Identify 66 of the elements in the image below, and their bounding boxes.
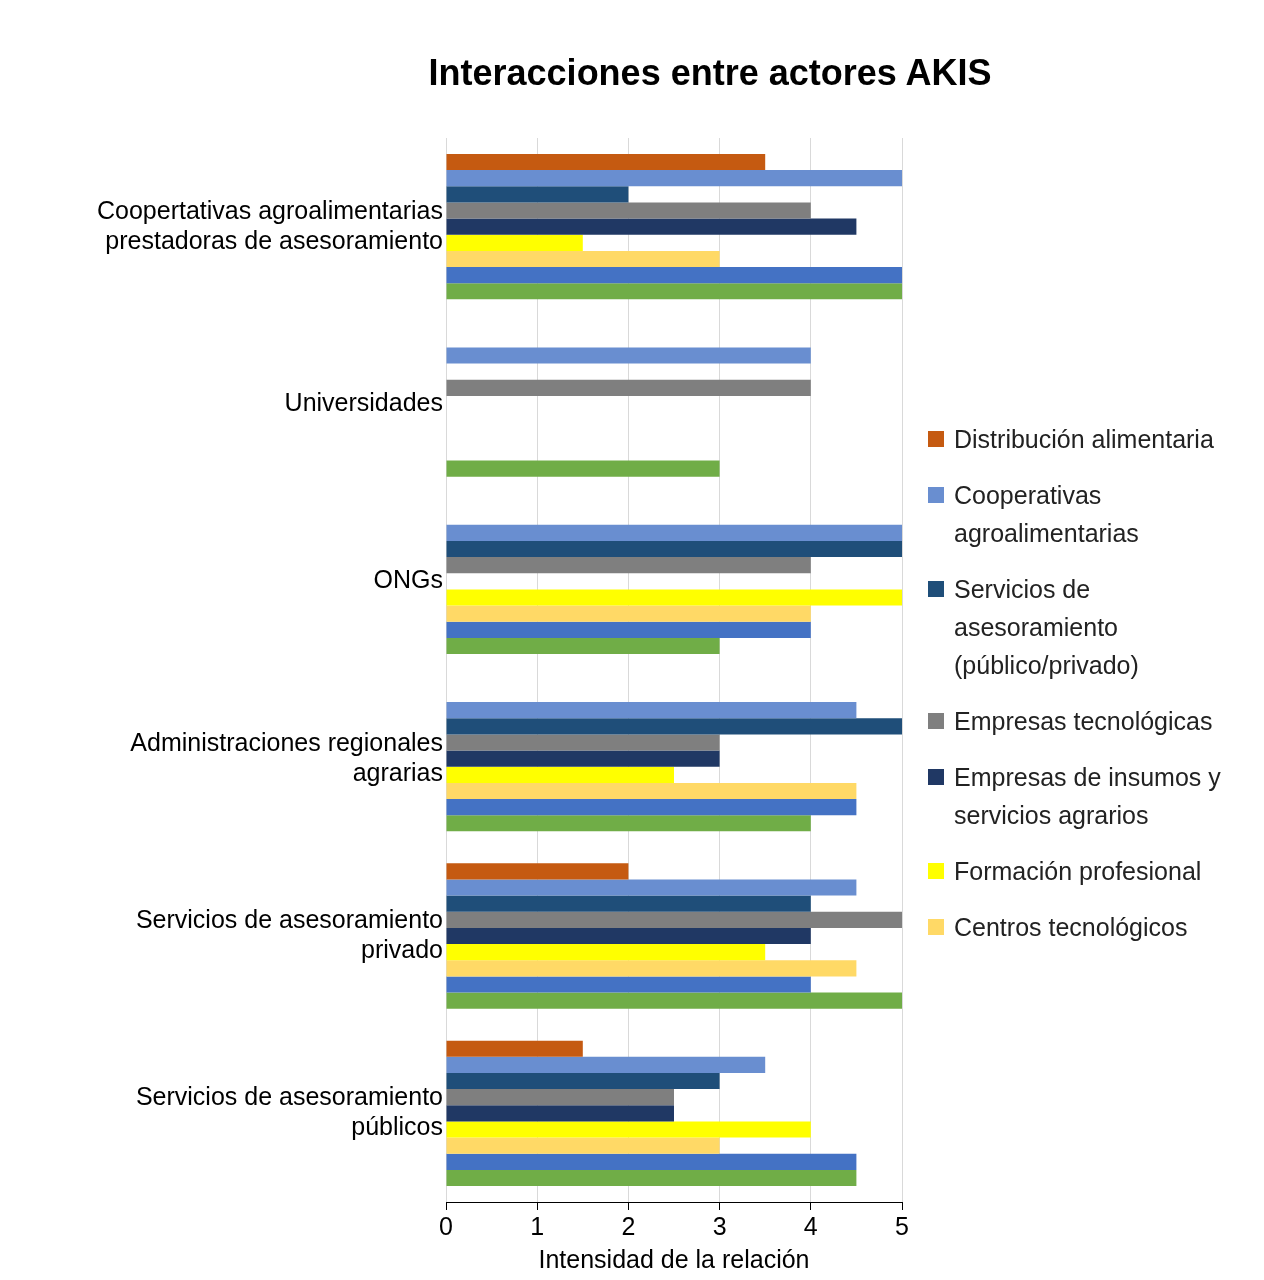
bar [446,1105,674,1122]
y-tick-label: Servicios de asesoramiento públicos [135,1082,443,1141]
bar [446,992,902,1009]
bar [446,1169,857,1187]
bar [446,960,857,977]
x-tick-label: 5 [895,1211,909,1240]
x-tick-label: 3 [712,1211,727,1240]
chart-title: Interacciones entre actores AKIS [427,52,993,94]
y-tick-label: Coopertativas agroalimentarias prestadoras de asesoramiento [96,195,443,254]
bar [446,540,902,558]
bar [446,1040,583,1057]
bar [446,734,720,751]
bar [446,782,857,800]
x-tick-label: 1 [530,1211,545,1240]
bar [446,460,720,477]
x-tick-label: 0 [439,1211,453,1240]
x-tick-label: 2 [621,1211,636,1240]
y-tick-label: Servicios de asesoramiento privado [135,904,443,963]
bar [446,1072,720,1090]
bar [446,186,629,203]
bar [446,799,857,816]
legend-label: Servicios de asesoramiento (público/privado) [954,574,1140,681]
bar [446,976,811,993]
bar [446,250,720,268]
bar [446,621,811,638]
bar [446,702,857,719]
y-tick-label: Administraciones regionales agrarias [130,727,443,786]
bar [446,202,811,219]
bar [446,766,674,783]
bar [446,234,583,251]
bar [446,1056,766,1073]
bar [446,750,720,767]
legend-label: Formación profesional [954,856,1202,887]
bar [446,347,811,364]
bar [446,283,902,300]
bar [446,1121,811,1138]
bar [446,911,902,928]
bar [446,718,902,735]
bar [446,153,766,171]
bar [446,557,811,574]
bar [446,379,811,396]
bar [446,524,902,541]
legend-label: Centros tecnológicos [954,912,1188,943]
legend-label: Cooperativas agroalimentarias [954,480,1140,549]
bar [446,1153,857,1170]
bar [446,1089,674,1106]
bar [446,879,857,896]
bar [446,1137,720,1154]
x-tick-label: 4 [803,1211,818,1240]
legend-label: Empresas tecnológicas [954,706,1213,737]
bar [446,815,811,832]
bar [446,605,811,622]
bar [446,218,857,235]
bar [446,637,720,655]
bar [446,267,902,284]
bar [446,927,811,945]
bar [446,863,629,880]
bar [446,895,811,912]
bar [446,944,766,961]
y-tick-label: ONGs [373,565,443,594]
y-tick-label: Universidades [284,387,443,416]
bar [446,589,902,606]
x-axis-title: Intensidad de la relación [538,1244,810,1273]
legend-label: Empresas de insumos y servicios agrarios [954,762,1222,831]
bar [446,170,902,187]
legend-label: Distribución alimentaria [954,424,1214,455]
